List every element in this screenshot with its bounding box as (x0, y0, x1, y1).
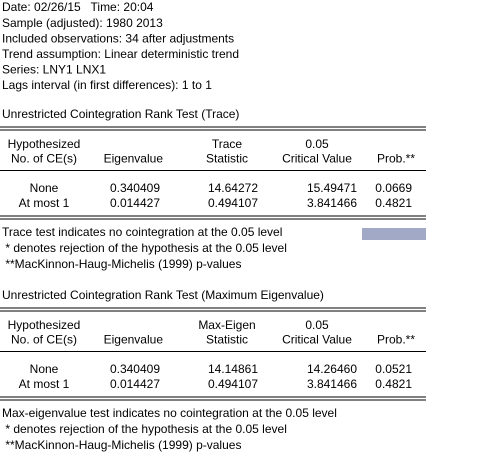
table-cell: 14.14861 (208, 362, 258, 376)
column-header: No. of CE(s) (11, 333, 77, 347)
table-cell: 3.841466 (307, 196, 357, 210)
header-line: Series: LNY1 LNX1 (2, 63, 106, 77)
table-cell: 14.64272 (208, 181, 258, 195)
column-header: 0.05 (305, 137, 329, 151)
column-header: Trace (212, 137, 243, 151)
table-cell: At most 1 (19, 377, 70, 391)
section-title: Unrestricted Cointegration Rank Test (Ma… (2, 288, 324, 302)
column-header: Eigenvalue (104, 333, 164, 347)
table-cell: 0.494107 (208, 377, 258, 391)
column-header: Prob.** (377, 152, 415, 166)
table-cell: 0.340409 (110, 181, 160, 195)
table-cell: 0.014427 (110, 196, 160, 210)
table-cell: 0.014427 (110, 377, 160, 391)
table-cell: 0.4821 (375, 377, 412, 391)
column-header: Hypothesized (8, 137, 81, 151)
selection-highlight (362, 228, 426, 240)
column-header: Critical Value (282, 152, 352, 166)
table-cell: 0.0669 (375, 181, 412, 195)
table-cell: 0.340409 (110, 362, 160, 376)
table-cell: At most 1 (19, 196, 70, 210)
column-header: Critical Value (282, 333, 352, 347)
table-cell: 14.26460 (307, 362, 357, 376)
column-header: Hypothesized (8, 318, 81, 332)
column-header: Statistic (206, 333, 248, 347)
note-line: Trace test indicates no cointegration at… (2, 225, 282, 239)
table-cell: 0.494107 (208, 196, 258, 210)
header-line: Included observations: 34 after adjustme… (2, 31, 234, 45)
column-header: 0.05 (305, 318, 329, 332)
header-line: Sample (adjusted): 1980 2013 (2, 16, 163, 30)
column-header: No. of CE(s) (11, 152, 77, 166)
table-cell: 0.0521 (375, 362, 412, 376)
header-line: Date: 02/26/15 Time: 20:04 (2, 0, 154, 14)
column-header: Max-Eigen (198, 318, 255, 332)
table-cell: 0.4821 (375, 196, 412, 210)
table-cell: None (30, 362, 59, 376)
note-line: **MacKinnon-Haug-Michelis (1999) p-value… (2, 438, 241, 452)
header-line: Lags interval (in first differences): 1 … (2, 78, 212, 92)
column-header: Eigenvalue (104, 152, 164, 166)
table-cell: 3.841466 (307, 377, 357, 391)
table-cell: 15.49471 (307, 181, 357, 195)
note-line: * denotes rejection of the hypothesis at… (2, 241, 287, 255)
header-line: Trend assumption: Linear deterministic t… (2, 47, 239, 61)
column-header: Prob.** (377, 333, 415, 347)
section-title: Unrestricted Cointegration Rank Test (Tr… (2, 107, 239, 121)
table-cell: None (30, 181, 59, 195)
note-line: Max-eigenvalue test indicates no cointeg… (2, 406, 337, 420)
note-line: * denotes rejection of the hypothesis at… (2, 422, 287, 436)
column-header: Statistic (206, 152, 248, 166)
note-line: **MacKinnon-Haug-Michelis (1999) p-value… (2, 257, 241, 271)
